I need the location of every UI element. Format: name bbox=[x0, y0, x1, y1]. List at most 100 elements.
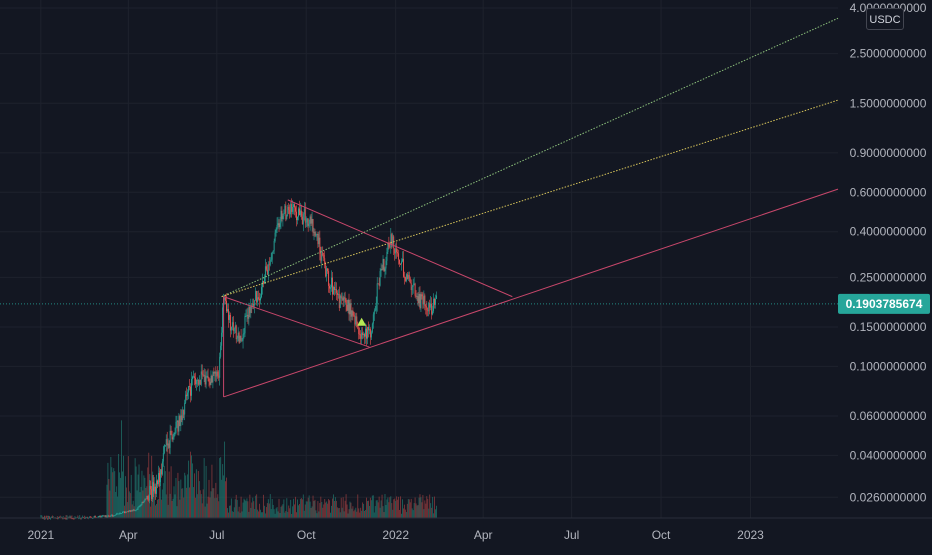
wedge-top-line[interactable] bbox=[288, 200, 513, 297]
volume-bar bbox=[336, 501, 337, 518]
candle-body bbox=[170, 431, 171, 448]
candle-body bbox=[377, 283, 378, 303]
candle-body bbox=[263, 281, 264, 284]
candle-body bbox=[327, 268, 328, 271]
candle-body bbox=[192, 377, 193, 379]
volume-bar bbox=[169, 472, 170, 518]
volume-bar bbox=[182, 488, 183, 518]
volume-bar bbox=[324, 499, 325, 518]
candle-body bbox=[236, 325, 237, 339]
channel-upper-line[interactable] bbox=[222, 18, 838, 296]
volume-bar bbox=[311, 508, 312, 518]
volume-bar bbox=[114, 471, 115, 518]
candle-body bbox=[308, 218, 309, 226]
candle-body bbox=[158, 473, 159, 484]
candle-body bbox=[430, 304, 431, 308]
candle-body bbox=[187, 392, 188, 396]
candle-body bbox=[406, 274, 407, 281]
candle-body bbox=[253, 304, 254, 306]
volume-bar bbox=[304, 511, 305, 518]
volume-bar bbox=[181, 489, 182, 518]
candle-body bbox=[302, 217, 303, 225]
volume-bar bbox=[383, 506, 384, 518]
volume-bar bbox=[429, 495, 430, 518]
candle-body bbox=[385, 261, 386, 269]
channel-lower-line[interactable] bbox=[224, 189, 838, 397]
volume-bar bbox=[232, 511, 233, 518]
volume-bar bbox=[292, 506, 293, 518]
candle-body bbox=[47, 519, 48, 520]
price-tick-label: 0.0260000000 bbox=[850, 490, 927, 504]
candle-body bbox=[291, 204, 292, 212]
candlesticks bbox=[40, 198, 437, 519]
quote-currency-button[interactable]: USDC bbox=[866, 8, 904, 30]
candle-body bbox=[294, 204, 295, 207]
candle-body bbox=[288, 207, 289, 210]
price-tick-label: 1.5000000000 bbox=[850, 96, 927, 110]
date-tick-label: Oct bbox=[297, 528, 316, 542]
candle-body bbox=[387, 244, 388, 252]
volume-bar bbox=[282, 504, 283, 518]
volume-bar bbox=[230, 505, 231, 518]
trend-drawings[interactable] bbox=[222, 18, 838, 397]
volume-bar bbox=[295, 497, 296, 518]
candle-body bbox=[361, 333, 362, 339]
channel-mid-line[interactable] bbox=[222, 100, 838, 297]
volume-bar bbox=[319, 503, 320, 518]
volume-bar bbox=[339, 508, 340, 518]
date-tick-label: 2023 bbox=[737, 528, 764, 542]
volume-bar bbox=[118, 454, 119, 518]
volume-bar bbox=[256, 494, 257, 518]
candle-body bbox=[289, 210, 290, 214]
volume-bar bbox=[347, 504, 348, 518]
candle-body bbox=[360, 334, 361, 339]
date-tick-label: Apr bbox=[474, 528, 493, 542]
volume-bar bbox=[254, 509, 255, 518]
candle-body bbox=[126, 512, 127, 513]
candle-body bbox=[304, 208, 305, 214]
candle-body bbox=[376, 304, 377, 310]
candle-body bbox=[300, 211, 301, 216]
candle-body bbox=[159, 473, 160, 482]
candle-body bbox=[185, 395, 186, 403]
candle-body bbox=[178, 416, 179, 432]
volume-bar bbox=[115, 492, 116, 518]
candle-body bbox=[344, 297, 345, 300]
candle-body bbox=[164, 445, 165, 453]
candle-body bbox=[341, 296, 342, 299]
volume-bar bbox=[348, 514, 349, 518]
volume-bar bbox=[314, 501, 315, 518]
wedge-bottom-line[interactable] bbox=[224, 297, 370, 347]
candle-body bbox=[166, 439, 167, 445]
volume-bar bbox=[396, 496, 397, 518]
candle-body bbox=[179, 416, 180, 426]
volume-bar bbox=[420, 494, 421, 518]
candle-body bbox=[171, 431, 172, 435]
candle-body bbox=[134, 509, 135, 510]
candle-body bbox=[379, 284, 380, 286]
candle-body bbox=[160, 469, 161, 482]
candle-body bbox=[372, 324, 373, 333]
volume-bar bbox=[363, 504, 364, 518]
price-axis[interactable]: 4.00000000002.50000000001.50000000000.90… bbox=[838, 0, 932, 550]
volume-bar bbox=[397, 500, 398, 518]
volume-bar bbox=[323, 504, 324, 518]
volume-bar bbox=[350, 503, 351, 518]
volume-bar bbox=[365, 510, 366, 518]
volume-bar bbox=[421, 502, 422, 518]
candle-body bbox=[139, 506, 140, 507]
volume-bar bbox=[410, 502, 411, 518]
volume-bar bbox=[202, 503, 203, 518]
volume-bar bbox=[306, 501, 307, 518]
candle-body bbox=[206, 376, 207, 384]
candle-body bbox=[292, 207, 293, 212]
candle-body bbox=[201, 371, 202, 384]
volume-bar bbox=[368, 501, 369, 518]
volume-bar bbox=[436, 506, 437, 518]
candle-body bbox=[167, 439, 168, 445]
volume-bar bbox=[238, 511, 239, 518]
volume-bar bbox=[201, 494, 202, 518]
